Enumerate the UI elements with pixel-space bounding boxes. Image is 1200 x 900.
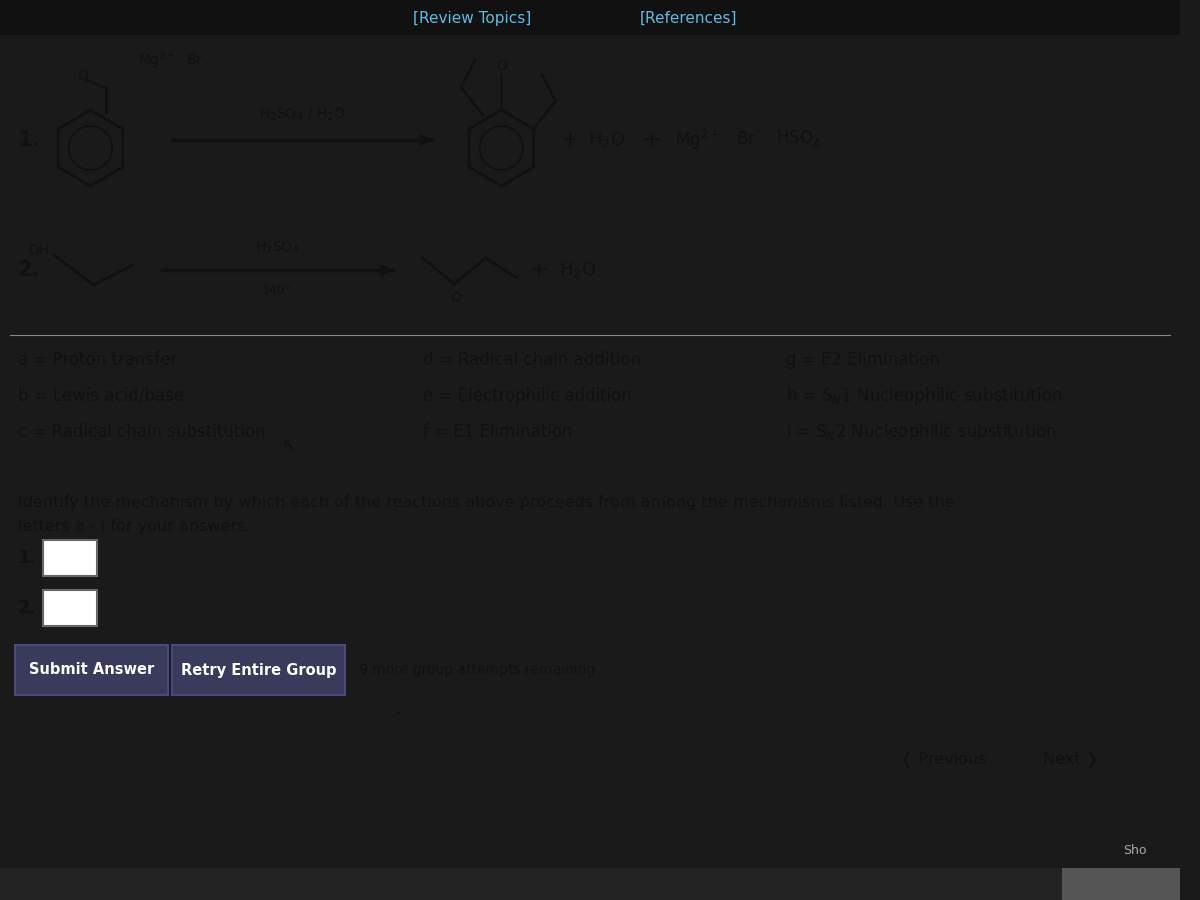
Text: +: + <box>642 130 661 150</box>
Text: 9 more group attempts remaining: 9 more group attempts remaining <box>359 663 595 677</box>
Text: c = Radical chain substitution: c = Radical chain substitution <box>18 423 265 441</box>
Text: 1.: 1. <box>18 549 37 567</box>
Text: OH: OH <box>28 243 49 257</box>
Text: O: O <box>496 59 506 73</box>
Text: Mg$^{2+}$  Br$^{⁻}$: Mg$^{2+}$ Br$^{⁻}$ <box>138 50 208 71</box>
Text: Sho: Sho <box>1123 843 1147 857</box>
Text: f = E1 Elimination: f = E1 Elimination <box>422 423 572 441</box>
Text: H$_2$SO$_4$ / H$_2$O: H$_2$SO$_4$ / H$_2$O <box>258 107 344 123</box>
Text: d = Radical chain addition: d = Radical chain addition <box>422 351 641 369</box>
Text: i = S$_N$2 Nucleophilic substitution: i = S$_N$2 Nucleophilic substitution <box>786 421 1057 443</box>
Text: O: O <box>451 291 462 305</box>
Text: 2.: 2. <box>18 599 37 617</box>
Text: 1.: 1. <box>18 130 40 150</box>
Text: a = Proton transfer: a = Proton transfer <box>18 351 176 369</box>
Text: ❬ Previous: ❬ Previous <box>900 752 986 768</box>
Text: Mg$^{2+}$: Mg$^{2+}$ <box>676 128 720 152</box>
Text: h = S$_N$1 Nucleophilic substitution: h = S$_N$1 Nucleophilic substitution <box>786 385 1063 407</box>
Text: Br$^{⁻}$: Br$^{⁻}$ <box>736 130 762 149</box>
Text: Identify the mechanism by which each of the reactions above proceeds from among : Identify the mechanism by which each of … <box>18 494 954 509</box>
Text: g = E2 Elimination: g = E2 Elimination <box>786 351 941 369</box>
Text: 140°: 140° <box>262 284 293 296</box>
Text: ⁻: ⁻ <box>85 58 91 70</box>
Text: H$_2$SO$_4$: H$_2$SO$_4$ <box>254 239 300 256</box>
Bar <box>0 868 1180 900</box>
Text: b = Lewis acid/base: b = Lewis acid/base <box>18 387 184 405</box>
Text: Next ❭: Next ❭ <box>1044 752 1099 768</box>
Text: .: . <box>395 698 401 717</box>
FancyBboxPatch shape <box>43 540 97 576</box>
Text: 2.: 2. <box>18 260 40 280</box>
Text: [Review Topics]: [Review Topics] <box>413 11 530 25</box>
Text: +: + <box>560 130 580 150</box>
Text: e = Electrophilic addition: e = Electrophilic addition <box>422 387 631 405</box>
Text: ↖: ↖ <box>281 437 296 455</box>
Bar <box>1062 868 1180 900</box>
Text: [References]: [References] <box>640 11 737 25</box>
Bar <box>0 0 1180 35</box>
FancyBboxPatch shape <box>43 590 97 626</box>
Text: H$_2$O: H$_2$O <box>588 130 625 150</box>
Text: Submit Answer: Submit Answer <box>29 662 154 678</box>
Text: H$_2$O: H$_2$O <box>559 260 596 280</box>
Text: letters a - i for your answers.: letters a - i for your answers. <box>18 518 250 534</box>
FancyBboxPatch shape <box>14 645 168 695</box>
Text: Retry Entire Group: Retry Entire Group <box>181 662 336 678</box>
Text: O: O <box>77 69 88 83</box>
Text: HSO$_4^{⁻}$: HSO$_4^{⁻}$ <box>775 129 821 151</box>
Text: +: + <box>529 260 548 280</box>
FancyBboxPatch shape <box>172 645 346 695</box>
